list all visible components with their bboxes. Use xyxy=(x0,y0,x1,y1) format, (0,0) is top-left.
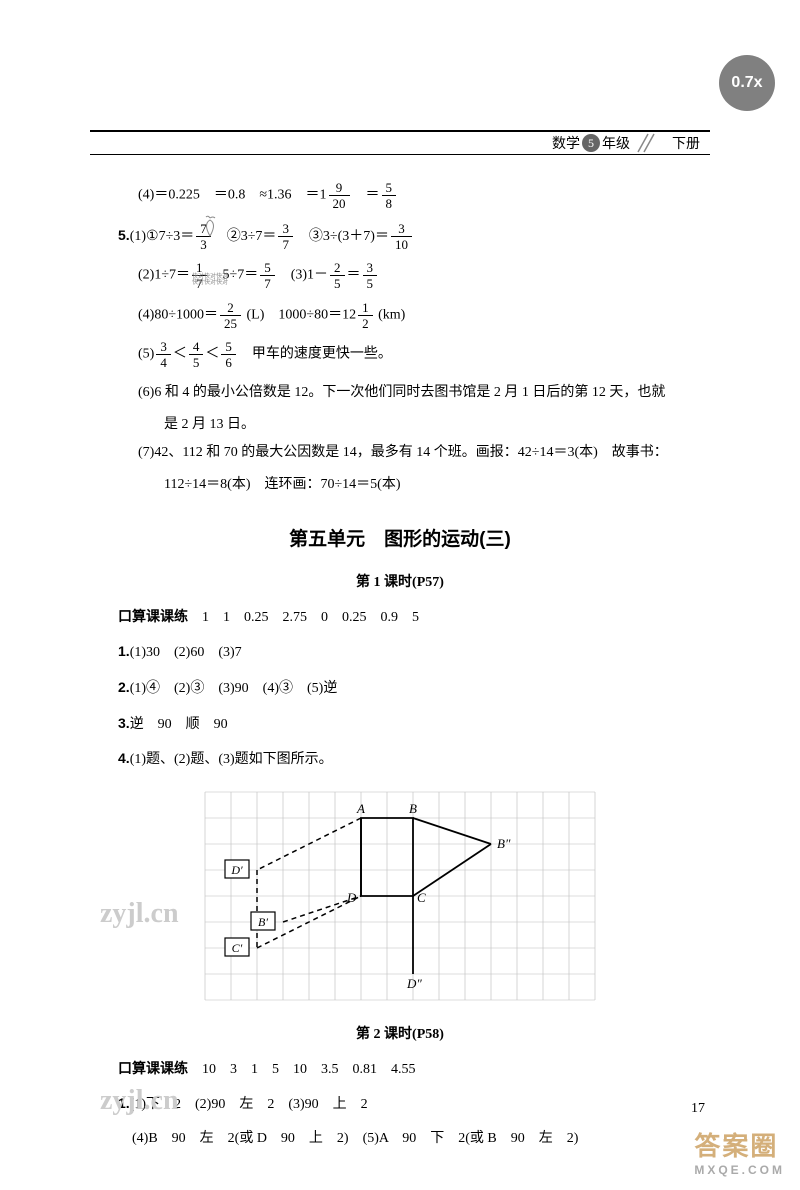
svg-text:C: C xyxy=(417,890,426,905)
q5-1-line: 5.(1)①7÷3＝73 ②3÷7＝37 ③3÷(3＋7)＝310 xyxy=(90,220,710,253)
chevron-icon xyxy=(636,134,666,152)
grade-label: 年级 xyxy=(602,133,630,153)
q5-6b-line: 是 2 月 13 日。 xyxy=(90,411,710,439)
q5-7-line: (7)42、112 和 70 的最大公因数是 14，最多有 14 个班。画报：4… xyxy=(90,439,710,467)
q5-7b-line: 112÷14＝8(本) 连环画：70÷14＝5(本) xyxy=(90,471,710,499)
svg-text:B″: B″ xyxy=(497,836,511,851)
q5-label: 5. xyxy=(118,227,130,243)
subject-label: 数学 xyxy=(552,133,580,153)
unit-title: 第五单元 图形的运动(三) xyxy=(90,524,710,551)
l1-q2: 2.(1)④ (2)③ (3)90 (4)③ (5)逆 xyxy=(90,674,710,703)
q5-6-line: (6)6 和 4 的最小公倍数是 12。下一次他们同时去图书馆是 2 月 1 日… xyxy=(90,379,710,407)
svg-text:D′: D′ xyxy=(230,863,243,877)
watermark-tiny-1: 快对快对快对 xyxy=(192,274,228,280)
corner-watermark: 答案圈 MXQE.COM xyxy=(694,1126,785,1177)
header-text: 数学 5 年级 下册 xyxy=(552,133,700,153)
l2-oral: 口算课课练 10 3 1 5 10 3.5 0.81 4.55 xyxy=(90,1055,710,1084)
page-header-rule: 数学 5 年级 下册 xyxy=(90,130,710,155)
lesson1-title: 第 1 课时(P57) xyxy=(90,571,710,591)
svg-text:B: B xyxy=(409,801,417,816)
watermark-tiny-2: 快对快对快对 xyxy=(192,280,228,286)
l1-q4: 4.(1)题、(2)题、(3)题如下图所示。 xyxy=(90,745,710,774)
l1-q1: 1.(1)30 (2)60 (3)7 xyxy=(90,638,710,667)
l1-oral: 口算课课练 1 1 0.25 2.75 0 0.25 0.9 5 xyxy=(90,603,710,632)
svg-text:D: D xyxy=(346,890,357,905)
l2-q1a: 1.(1)下 2 (2)90 左 2 (3)90 上 2 xyxy=(90,1090,710,1119)
svg-text:B′: B′ xyxy=(258,915,268,929)
page-content: 数学 5 年级 下册 (4)＝0.225 ＝0.8 ≈1.36 ＝1920 ＝5… xyxy=(0,0,800,1190)
volume-label: 下册 xyxy=(672,133,700,153)
svg-text:C′: C′ xyxy=(232,941,243,955)
q5-5-line: (5)34＜45＜56 甲车的速度更快一些。 xyxy=(90,339,710,371)
q5-2-line: (2)1÷7＝17 5÷7＝57 (3)1－25＝35 快对快对快对快对快对快对 xyxy=(90,260,710,292)
svg-text:A: A xyxy=(356,801,365,816)
q4-line: (4)＝0.225 ＝0.8 ≈1.36 ＝1920 ＝58 xyxy=(90,180,710,212)
l2-q1b: (4)B 90 左 2(或 D 90 上 2) (5)A 90 下 2(或 B … xyxy=(90,1126,710,1153)
q5-4-line: (4)80÷1000＝225 (L) 1000÷80＝1212 (km) xyxy=(90,300,710,332)
lesson2-title: 第 2 课时(P58) xyxy=(90,1023,710,1043)
grid-svg: D′ B′ C′ A B C D B″ D″ xyxy=(190,784,610,1008)
zoom-badge: 0.7x xyxy=(719,55,775,111)
svg-text:D″: D″ xyxy=(406,976,422,991)
l1-q3: 3.逆 90 顺 90 xyxy=(90,710,710,739)
geometry-figure: D′ B′ C′ A B C D B″ D″ xyxy=(90,784,710,1008)
page-number: 17 xyxy=(691,1101,705,1117)
grade-number-badge: 5 xyxy=(582,134,600,152)
